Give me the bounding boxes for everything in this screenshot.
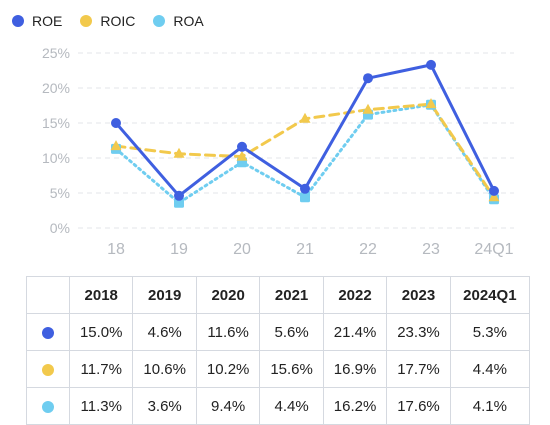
table-header-cell: 2021 <box>259 276 324 314</box>
row-marker <box>42 363 54 376</box>
data-point-roe <box>237 141 247 152</box>
table-row: 15.0% 4.6% 11.6% 5.6% 21.4% 23.3% 5.3% <box>26 313 531 351</box>
legend-label: ROIC <box>100 13 136 29</box>
table-header-cell: 2018 <box>68 276 134 314</box>
table-cell: 3.6% <box>132 387 197 425</box>
table-corner-cell <box>26 276 70 314</box>
row-marker <box>42 326 54 339</box>
x-tick-label: 18 <box>107 241 125 258</box>
table-row: 11.3% 3.6% 9.4% 4.4% 16.2% 17.6% 4.1% <box>26 387 531 425</box>
table-header-cell: 2019 <box>132 276 197 314</box>
data-point-roa <box>300 192 310 203</box>
table-cell: 4.4% <box>449 350 531 388</box>
legend-marker <box>12 15 24 27</box>
table-row: 11.7% 10.6% 10.2% 15.6% 16.9% 17.7% 4.4% <box>26 350 531 388</box>
data-point-roe <box>426 59 436 70</box>
data-point-roe <box>489 185 499 196</box>
row-marker-cell <box>26 313 70 351</box>
data-point-roic <box>299 112 311 123</box>
table-header-cell: 2020 <box>195 276 261 314</box>
table-cell: 15.6% <box>259 350 324 388</box>
x-tick-label: 23 <box>422 241 440 258</box>
table-header-cell: 2024Q1 <box>449 276 531 314</box>
table-cell: 11.7% <box>68 350 134 388</box>
x-tick-label: 24Q1 <box>474 241 513 258</box>
x-tick-label: 19 <box>170 241 188 258</box>
y-tick-label: 0% <box>50 220 70 236</box>
table-cell: 5.3% <box>449 313 531 351</box>
table-cell: 4.1% <box>449 387 531 425</box>
data-point-roe <box>300 183 310 194</box>
data-point-roic <box>425 98 437 109</box>
data-point-roe <box>174 190 184 201</box>
table-cell: 9.4% <box>195 387 261 425</box>
legend-item-roic: ROIC <box>80 13 135 29</box>
table-cell: 16.2% <box>322 387 388 425</box>
table-cell: 11.3% <box>68 387 134 425</box>
data-point-roic <box>173 147 185 158</box>
legend-marker <box>80 15 93 27</box>
table-header-row: 2018 2019 2020 2021 2022 2023 2024Q1 <box>26 276 531 314</box>
data-point-roe <box>111 118 121 128</box>
table-cell: 21.4% <box>322 313 388 351</box>
table-cell: 23.3% <box>386 313 451 351</box>
legend-item-roa: ROA <box>153 13 204 29</box>
data-point-roic <box>488 191 500 202</box>
table-cell: 15.0% <box>68 313 134 351</box>
legend-label: ROE <box>32 13 63 29</box>
data-table: 2018 2019 2020 2021 2022 2023 2024Q1 15.0% 4.6%… <box>26 276 531 425</box>
x-tick-label: 20 <box>233 241 251 258</box>
x-tick-label: 22 <box>359 241 377 258</box>
x-tick-label: 21 <box>296 241 314 258</box>
y-tick-label: 25% <box>42 45 70 61</box>
y-tick-label: 10% <box>42 150 70 166</box>
data-point-roic <box>236 150 248 161</box>
data-point-roe <box>363 73 373 84</box>
y-tick-label: 15% <box>42 115 70 131</box>
y-tick-label: 20% <box>42 80 70 96</box>
table-cell: 17.7% <box>386 350 451 388</box>
row-marker-cell <box>26 350 70 388</box>
table-cell: 10.2% <box>195 350 261 388</box>
series-line-roe <box>114 63 496 198</box>
table-cell: 10.6% <box>132 350 197 388</box>
legend-marker <box>153 15 166 27</box>
data-point-roa <box>174 197 184 208</box>
line-chart: 0% 5% 10% 15% 20% 25% 18 19 20 21 22 23 24Q1 <box>42 45 514 258</box>
table-header-cell: 2023 <box>386 276 451 314</box>
table-cell: 16.9% <box>322 350 388 388</box>
table-cell: 11.6% <box>195 313 261 351</box>
data-point-roic <box>110 140 122 151</box>
legend-item-roe: ROE <box>12 13 62 29</box>
table-cell: 5.6% <box>259 313 324 351</box>
y-tick-label: 5% <box>50 185 70 201</box>
row-marker <box>42 400 54 413</box>
legend-label: ROA <box>173 13 204 29</box>
table-cell: 4.6% <box>132 313 197 351</box>
row-marker-cell <box>26 387 70 425</box>
table-cell: 17.6% <box>386 387 451 425</box>
table-cell: 4.4% <box>259 387 324 425</box>
data-point-roic <box>362 103 374 114</box>
table-header-cell: 2022 <box>322 276 388 314</box>
legend: ROE ROIC ROA <box>12 10 204 32</box>
